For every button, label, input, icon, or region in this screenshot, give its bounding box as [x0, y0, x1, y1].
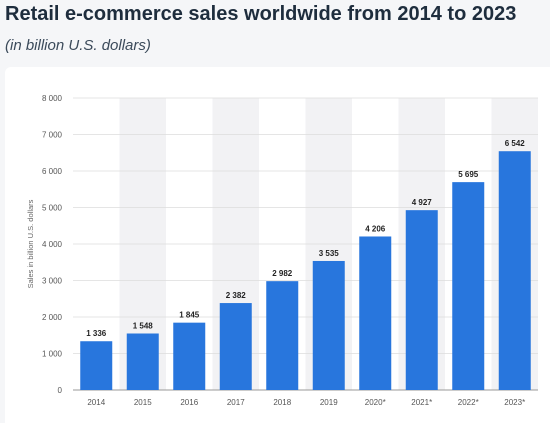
bar — [266, 281, 299, 390]
bars — [80, 151, 531, 390]
bar-value-label: 6 542 — [505, 139, 526, 148]
x-tick-label: 2018 — [273, 398, 291, 407]
bar-value-label: 2 982 — [272, 269, 293, 278]
y-tick-label: 3 000 — [42, 277, 63, 286]
bar-value-label: 2 382 — [226, 291, 247, 300]
bar-value-label: 4 206 — [365, 224, 386, 233]
value-labels: 1 336 1 548 1 845 2 382 2 982 3 535 4 206 4 927… — [86, 139, 525, 338]
y-axis-ticks: 0 1 000 2 000 3 000 4 000 5 000 6 000 7 000 8 00… — [42, 94, 63, 395]
x-axis-ticks: 2014 2015 2016 2017 2018 2019 2020* 2021* 2022* 2… — [87, 398, 525, 407]
x-tick-label: 2022* — [458, 398, 479, 407]
bar — [80, 341, 113, 390]
y-tick-label: 4 000 — [42, 240, 63, 249]
x-tick-label: 2014 — [87, 398, 105, 407]
bar-value-label: 1 548 — [133, 321, 154, 330]
bar-value-label: 5 695 — [458, 170, 479, 179]
bar — [498, 151, 531, 390]
bar — [219, 303, 252, 390]
x-tick-label: 2023* — [504, 398, 525, 407]
bar — [126, 333, 159, 390]
x-tick-label: 2020* — [365, 398, 386, 407]
x-tick-label: 2015 — [134, 398, 152, 407]
bar — [452, 182, 485, 390]
y-tick-label: 8 000 — [42, 94, 63, 103]
y-tick-label: 2 000 — [42, 313, 63, 322]
x-tick-label: 2021* — [411, 398, 432, 407]
y-tick-label: 7 000 — [42, 131, 63, 140]
bar — [405, 210, 438, 390]
y-tick-label: 0 — [58, 386, 63, 395]
bar — [173, 322, 206, 390]
chart-title: Retail e-commerce sales worldwide from 2… — [5, 3, 517, 25]
bar-value-label: 1 845 — [179, 311, 200, 320]
bar — [359, 236, 392, 390]
y-tick-label: 6 000 — [42, 167, 63, 176]
bar-value-label: 4 927 — [412, 198, 433, 207]
x-tick-label: 2019 — [320, 398, 338, 407]
bar — [312, 260, 345, 390]
bar-value-label: 1 336 — [86, 329, 107, 338]
chart-subtitle: (in billion U.S. dollars) — [5, 37, 151, 54]
x-tick-label: 2016 — [180, 398, 198, 407]
bar-value-label: 3 535 — [319, 249, 340, 258]
y-tick-label: 5 000 — [42, 204, 63, 213]
y-axis-label: Sales in billion U.S. dollars — [26, 199, 35, 288]
x-tick-label: 2017 — [227, 398, 245, 407]
y-tick-label: 1 000 — [42, 350, 63, 359]
